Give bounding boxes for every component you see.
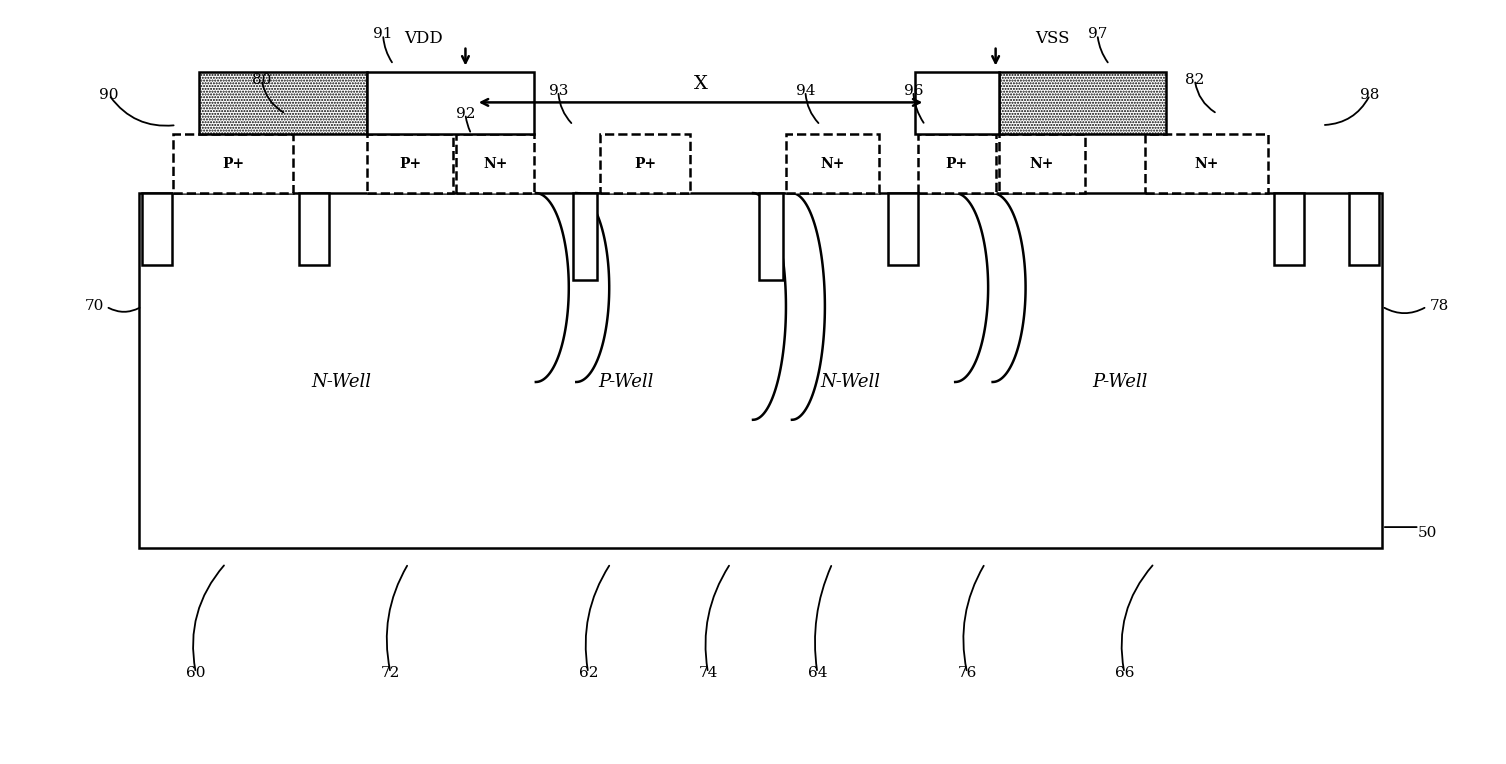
Text: 97: 97 xyxy=(1087,28,1107,41)
Text: 74: 74 xyxy=(699,666,718,680)
Text: 90: 90 xyxy=(99,88,119,102)
Text: 62: 62 xyxy=(578,666,598,680)
Bar xyxy=(759,193,783,280)
Text: 80: 80 xyxy=(252,73,271,87)
Bar xyxy=(1349,193,1379,265)
Text: 94: 94 xyxy=(795,84,815,98)
Text: P+: P+ xyxy=(399,157,422,170)
Text: X: X xyxy=(694,75,708,92)
Text: N+: N+ xyxy=(1030,157,1054,170)
Bar xyxy=(199,72,366,134)
Text: P-Well: P-Well xyxy=(598,373,654,391)
Text: 60: 60 xyxy=(187,666,206,680)
Text: 78: 78 xyxy=(1429,299,1449,313)
Bar xyxy=(601,134,690,193)
Bar xyxy=(142,193,172,265)
Text: 70: 70 xyxy=(84,299,104,313)
Text: 66: 66 xyxy=(1114,666,1134,680)
Text: 96: 96 xyxy=(904,84,923,98)
Bar xyxy=(300,193,330,265)
Text: 92: 92 xyxy=(456,107,476,121)
Text: N+: N+ xyxy=(1194,157,1218,170)
Text: P+: P+ xyxy=(634,157,657,170)
Text: 50: 50 xyxy=(1417,526,1437,540)
Text: 64: 64 xyxy=(807,666,827,680)
Bar xyxy=(1274,193,1304,265)
Text: VDD: VDD xyxy=(404,30,443,47)
Bar xyxy=(998,134,1086,193)
Text: P+: P+ xyxy=(223,157,244,170)
Text: N-Well: N-Well xyxy=(312,373,370,391)
Bar xyxy=(366,134,453,193)
Bar xyxy=(998,72,1166,134)
Text: 72: 72 xyxy=(381,666,401,680)
Text: 76: 76 xyxy=(958,666,977,680)
Text: 91: 91 xyxy=(373,28,393,41)
Text: 93: 93 xyxy=(548,84,568,98)
Bar xyxy=(456,134,535,193)
Text: 82: 82 xyxy=(1185,73,1205,87)
Bar xyxy=(889,193,917,265)
Bar xyxy=(366,72,535,134)
Bar xyxy=(917,134,995,193)
Bar xyxy=(1146,134,1268,193)
Bar xyxy=(139,193,1383,549)
Text: 98: 98 xyxy=(1360,88,1379,102)
Text: P+: P+ xyxy=(946,157,968,170)
Text: VSS: VSS xyxy=(1035,30,1069,47)
Bar xyxy=(173,134,294,193)
Text: P-Well: P-Well xyxy=(1092,373,1148,391)
Bar xyxy=(786,134,880,193)
Bar xyxy=(914,72,998,134)
Text: N+: N+ xyxy=(821,157,845,170)
Bar xyxy=(574,193,598,280)
Text: N+: N+ xyxy=(483,157,508,170)
Text: N-Well: N-Well xyxy=(821,373,881,391)
